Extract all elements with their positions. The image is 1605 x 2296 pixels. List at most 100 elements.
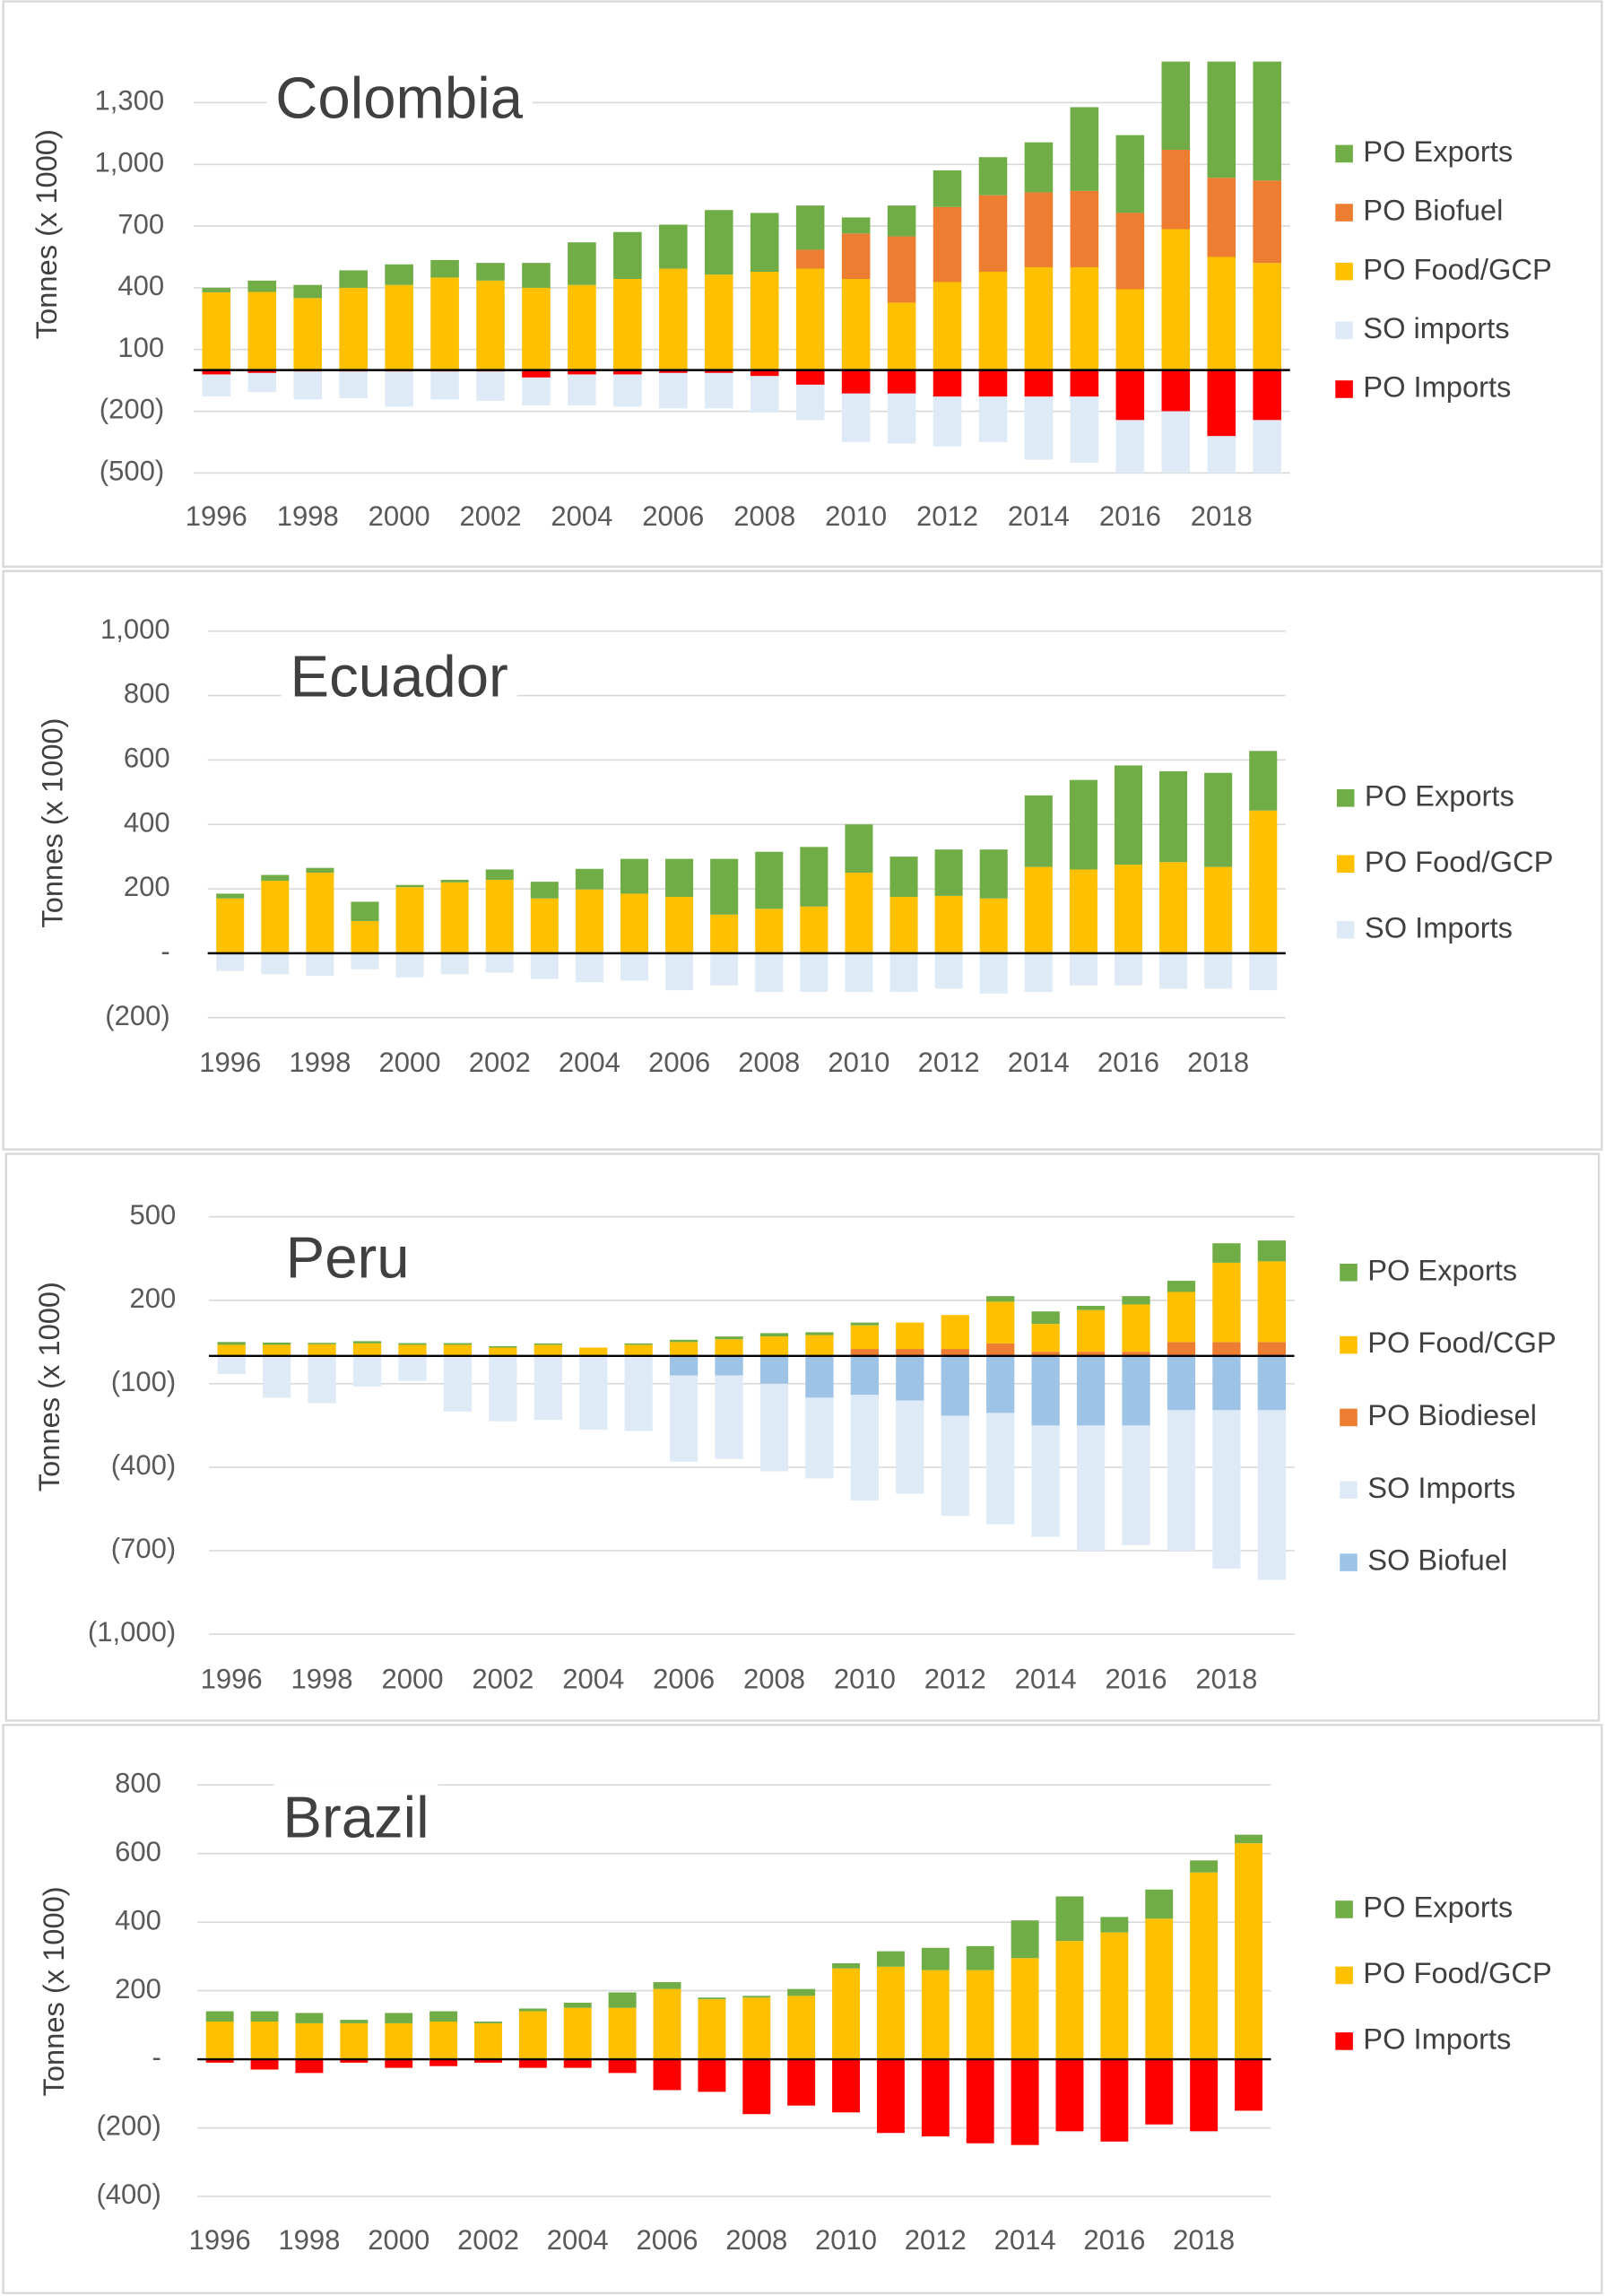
- x-tick-label: 2014: [1008, 500, 1070, 532]
- bar: [805, 1355, 834, 1398]
- legend-swatch: [1336, 789, 1355, 807]
- bar: [217, 1344, 246, 1356]
- bar: [352, 1355, 382, 1387]
- bar: [887, 393, 916, 444]
- bar: [575, 868, 603, 890]
- x-tick-label: 2004: [551, 500, 612, 532]
- bar: [759, 1333, 789, 1337]
- bar: [308, 1343, 336, 1344]
- bar: [1207, 436, 1236, 474]
- bar: [430, 371, 459, 400]
- bars: [217, 1240, 1286, 1580]
- bar: [613, 374, 642, 407]
- bar: [385, 264, 413, 285]
- bar: [1100, 1932, 1129, 2060]
- y-tick-label: (1,000): [88, 1616, 176, 1648]
- bar: [1190, 2059, 1219, 2132]
- bar: [440, 882, 469, 953]
- x-tick-label: 2012: [924, 1663, 986, 1694]
- bar: [1257, 1240, 1286, 1262]
- bar: [385, 284, 413, 370]
- bar: [1069, 869, 1097, 953]
- legend-label: PO Imports: [1363, 370, 1511, 404]
- bar: [979, 952, 1008, 994]
- bar: [485, 952, 514, 973]
- bar: [876, 1966, 905, 2060]
- bar: [795, 370, 825, 385]
- bar: [1011, 1920, 1039, 1959]
- bar: [1212, 1342, 1241, 1356]
- y-axis-label: Tonnes (x 1000): [37, 1886, 70, 2096]
- x-tick-label: 1998: [277, 500, 339, 532]
- bar: [698, 1999, 726, 2060]
- legend-label: PO Biodiesel: [1367, 1398, 1537, 1431]
- y-tick-label: 1,000: [95, 146, 165, 178]
- bar: [202, 291, 231, 370]
- bar: [1122, 1425, 1150, 1545]
- bar: [698, 1997, 726, 2000]
- bar: [385, 2013, 413, 2023]
- bar: [921, 2059, 950, 2137]
- bar: [941, 1415, 969, 1517]
- bar: [1076, 1355, 1106, 1426]
- bar: [530, 898, 559, 953]
- bar: [1115, 370, 1145, 421]
- bar: [247, 372, 277, 393]
- bar: [659, 372, 688, 409]
- bar: [921, 1970, 950, 2060]
- bar: [1257, 1355, 1286, 1411]
- bar: [850, 1322, 880, 1326]
- x-tick-label: 2010: [834, 1663, 896, 1694]
- bar: [247, 370, 277, 373]
- bar: [850, 1349, 880, 1356]
- title-background: [281, 643, 517, 709]
- bar: [1100, 1917, 1129, 1933]
- bar: [534, 1343, 562, 1345]
- bar: [1115, 213, 1145, 290]
- legend-swatch: [1335, 380, 1353, 398]
- bar: [669, 1342, 698, 1356]
- bar: [1249, 810, 1278, 953]
- bar: [563, 2002, 592, 2008]
- bar: [1167, 1342, 1196, 1356]
- bar: [787, 1988, 816, 1996]
- bar: [443, 1355, 473, 1412]
- x-tick-label: 1998: [278, 2224, 340, 2256]
- bar: [1253, 180, 1281, 264]
- bar: [742, 1997, 771, 2060]
- x-tick-label: 2010: [828, 1047, 889, 1078]
- bar: [1190, 1872, 1219, 2060]
- bar: [889, 897, 918, 953]
- bar: [250, 2011, 279, 2022]
- legend-swatch: [1335, 1966, 1353, 1985]
- x-tick-label: 2004: [559, 1047, 620, 1078]
- bar: [306, 867, 334, 874]
- x-tick-label: 2016: [1097, 1047, 1159, 1078]
- bar: [665, 897, 694, 953]
- bar: [1253, 420, 1281, 474]
- bar: [534, 1355, 562, 1421]
- bar: [1100, 2059, 1129, 2142]
- bar: [896, 1322, 924, 1350]
- bar: [659, 224, 688, 269]
- x-tick-label: 1996: [189, 2224, 251, 2256]
- bar: [308, 1344, 336, 1356]
- bar: [1115, 135, 1145, 213]
- bar: [340, 2020, 369, 2023]
- chart-title: Peru: [286, 1225, 410, 1291]
- x-tick-label: 2016: [1083, 2224, 1145, 2256]
- bar: [1212, 1410, 1241, 1570]
- x-tick-label: 2006: [653, 1663, 715, 1694]
- legend-label: PO Food/GCP: [1363, 1956, 1551, 1989]
- y-tick-label: (200): [105, 1000, 169, 1031]
- x-tick-label: 2016: [1099, 500, 1161, 532]
- bar: [613, 370, 642, 375]
- bar: [563, 2059, 592, 2068]
- legend-swatch: [1340, 1481, 1358, 1500]
- bar: [485, 879, 514, 953]
- bar: [1253, 61, 1281, 181]
- bar: [430, 259, 459, 278]
- bar: [250, 2059, 279, 2070]
- bar: [261, 881, 290, 953]
